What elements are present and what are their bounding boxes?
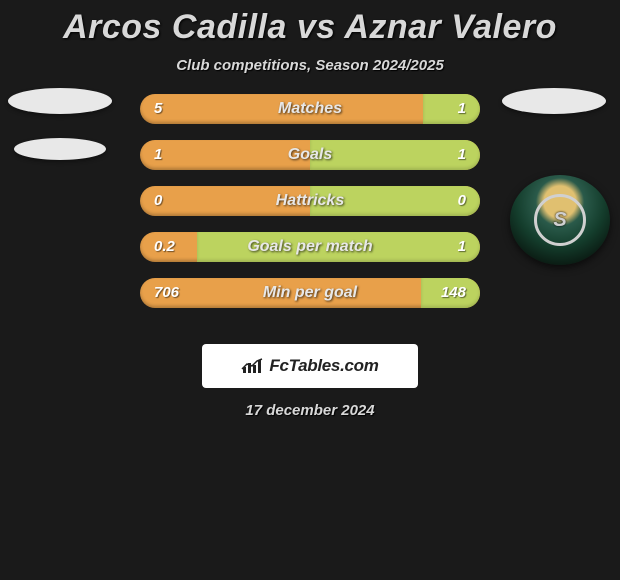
metric-bar: 11Goals (140, 140, 480, 170)
player-ellipse-icon (502, 88, 612, 118)
player-ellipse-icon (8, 88, 118, 118)
metric-value-right: 1 (458, 140, 466, 170)
metric-bar: 51Matches (140, 94, 480, 124)
bar-right-fill (197, 232, 480, 262)
brand-text: FcTables.com (269, 356, 378, 376)
metric-bar: 706148Min per goal (140, 278, 480, 308)
brand-badge[interactable]: FcTables.com (202, 344, 418, 388)
metric-row: 11Goals (0, 140, 620, 186)
metric-row: 706148Min per goal (0, 278, 620, 324)
player-ellipse-small-icon (8, 138, 118, 168)
metric-value-left: 706 (154, 278, 179, 308)
metric-bar: 00Hattricks (140, 186, 480, 216)
footer-date: 17 december 2024 (0, 388, 620, 433)
metric-row: 51Matches (0, 94, 620, 140)
metric-value-left: 5 (154, 94, 162, 124)
club-crest-initials: S (534, 194, 586, 246)
club-crest-icon: S (510, 175, 610, 265)
metric-bar: 0.21Goals per match (140, 232, 480, 262)
bar-chart-icon (241, 357, 263, 375)
page-title: Arcos Cadilla vs Aznar Valero (0, 2, 620, 51)
metric-value-left: 0.2 (154, 232, 175, 262)
bar-right-fill (310, 140, 480, 170)
metric-value-left: 1 (154, 140, 162, 170)
metric-value-right: 0 (458, 186, 466, 216)
metric-value-right: 1 (458, 94, 466, 124)
comparison-infographic: Arcos Cadilla vs Aznar Valero Club compe… (0, 0, 620, 433)
metric-value-right: 1 (458, 232, 466, 262)
metric-value-right: 148 (441, 278, 466, 308)
bar-right-fill (423, 94, 480, 124)
metric-value-left: 0 (154, 186, 162, 216)
bar-right-fill (310, 186, 480, 216)
